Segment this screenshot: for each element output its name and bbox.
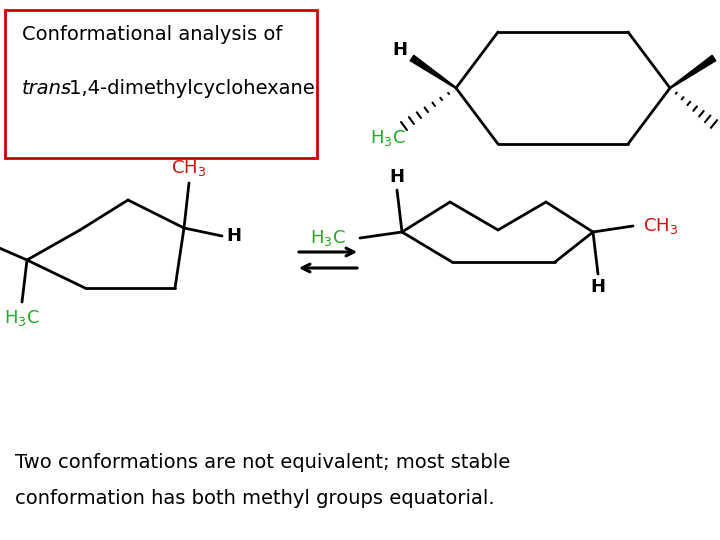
Text: conformation has both methyl groups equatorial.: conformation has both methyl groups equa… [15,489,495,508]
Text: H: H [392,41,408,59]
Text: $\mathsf{H_3C}$: $\mathsf{H_3C}$ [310,228,346,248]
Text: $\mathsf{CH_3}$: $\mathsf{CH_3}$ [643,216,678,236]
Text: H: H [390,168,405,186]
Text: $\mathsf{CH_3}$: $\mathsf{CH_3}$ [171,158,207,178]
Text: H: H [719,129,720,147]
Text: $\mathsf{H_3C}$: $\mathsf{H_3C}$ [370,128,406,148]
Text: Conformational analysis of: Conformational analysis of [22,25,282,44]
Text: trans: trans [22,78,72,98]
Bar [5,10,317,158]
Text: -1,4-dimethylcyclohexane: -1,4-dimethylcyclohexane [62,78,315,98]
Text: H: H [227,227,241,245]
Text: H: H [590,278,606,296]
Polygon shape [410,55,456,89]
Text: $\mathsf{H_3C}$: $\mathsf{H_3C}$ [4,308,40,328]
Text: Two conformations are not equivalent; most stable: Two conformations are not equivalent; mo… [15,453,510,471]
Polygon shape [670,55,716,89]
